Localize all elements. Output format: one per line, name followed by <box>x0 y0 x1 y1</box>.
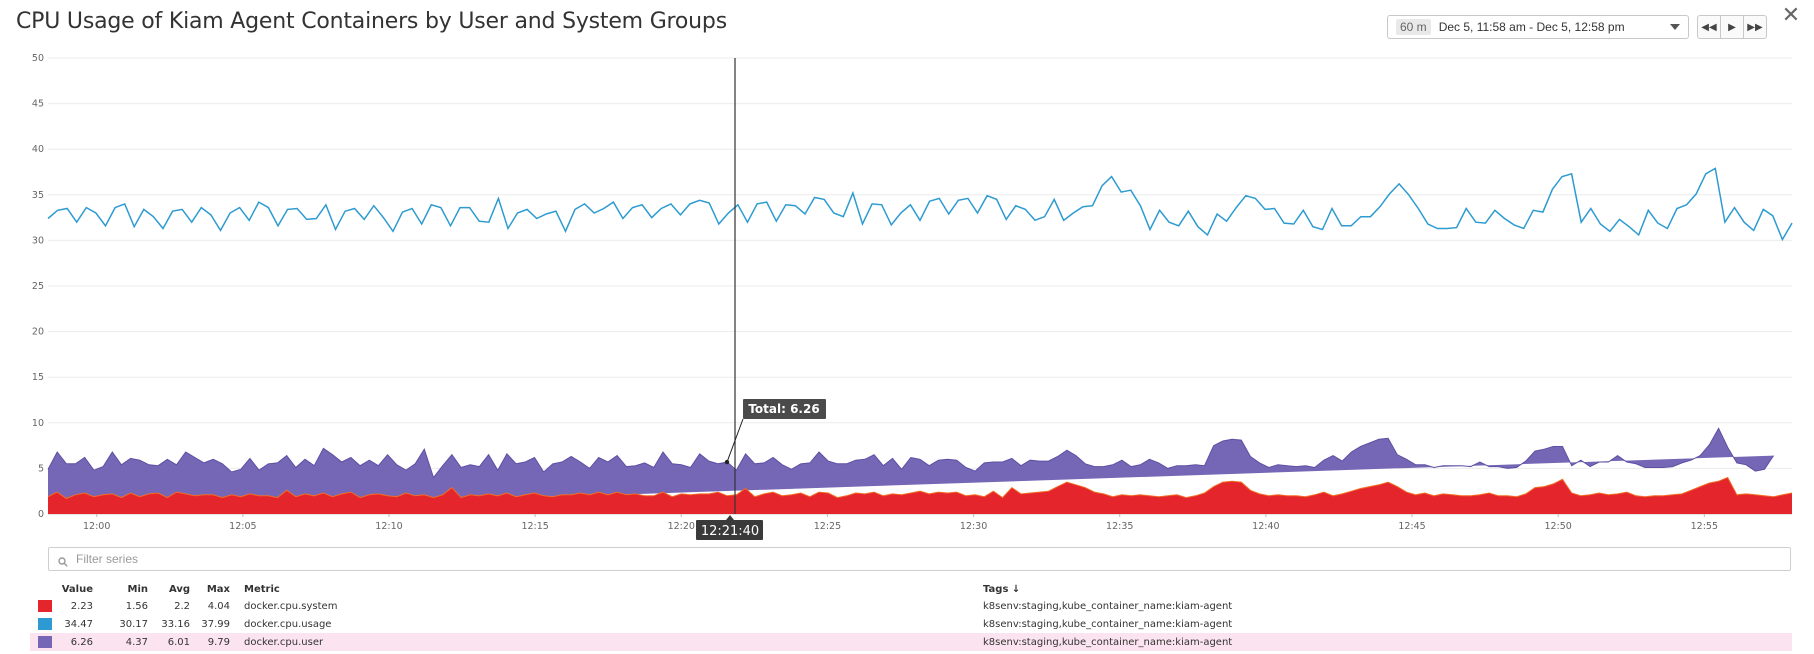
x-tick-label: 12:35 <box>1106 521 1133 532</box>
legend-swatch <box>38 636 52 648</box>
legend-header-tags[interactable]: Tags ↓ <box>983 584 1021 595</box>
legend-header-value[interactable]: Value <box>61 584 93 595</box>
series-line-docker-cpu-usage <box>47 167 1793 242</box>
legend-metric: docker.cpu.usage <box>244 618 332 630</box>
legend-header-row: Value Min Avg Max Metric Tags ↓ <box>30 582 1792 597</box>
legend-header-max[interactable]: Max <box>206 584 230 595</box>
legend-max: 4.04 <box>207 600 230 612</box>
chart-title: CPU Usage of Kiam Agent Containers by Us… <box>16 9 727 34</box>
series-line-docker-cpu-user <box>47 427 1775 479</box>
legend-value: 2.23 <box>70 600 93 612</box>
legend-avg: 6.01 <box>167 636 190 648</box>
x-tick-label: 12:05 <box>229 521 256 532</box>
y-tick-label: 5 <box>38 463 44 474</box>
x-tick-label: 12:45 <box>1398 521 1425 532</box>
y-tick-label: 15 <box>32 372 44 383</box>
legend-avg: 33.16 <box>161 618 190 630</box>
legend-metric: docker.cpu.system <box>244 600 338 612</box>
legend-swatch-cell <box>30 597 56 615</box>
x-tick-label: 12:40 <box>1252 521 1279 532</box>
x-tick-label: 12:50 <box>1544 521 1571 532</box>
fast-forward-icon[interactable]: ▶▶ <box>1743 15 1767 39</box>
x-tick-label: 12:15 <box>521 521 548 532</box>
legend-row[interactable]: 6.26 4.37 6.01 9.79 docker.cpu.user k8senv:st… <box>30 633 1792 651</box>
legend-table: Value Min Avg Max Metric Tags ↓ 2.23 1.56… <box>30 582 1792 651</box>
x-tick-label: 12:10 <box>375 521 402 532</box>
legend-max: 37.99 <box>201 618 230 630</box>
y-tick-label: 50 <box>32 53 44 64</box>
chevron-down-icon[interactable] <box>1670 24 1680 30</box>
y-tick-label: 10 <box>32 418 44 429</box>
rewind-icon[interactable]: ◀◀ <box>1697 15 1721 39</box>
search-icon <box>58 554 68 567</box>
legend-value: 6.26 <box>70 636 93 648</box>
x-tick-label: 12:00 <box>83 521 110 532</box>
series-line-docker-cpu-system <box>47 476 1793 500</box>
legend-avg: 2.2 <box>174 600 190 612</box>
tooltip-box <box>743 399 827 419</box>
cursor-time-badge <box>696 520 764 540</box>
legend-min: 30.17 <box>119 618 148 630</box>
legend-value: 34.47 <box>64 618 93 630</box>
tooltip-leader <box>726 418 744 463</box>
y-tick-label: 25 <box>32 281 44 292</box>
legend-tags: k8senv:staging,kube_container_name:kiam-… <box>983 600 1233 612</box>
play-icon[interactable]: ▶ <box>1720 15 1744 39</box>
tooltip-label: Total: 6.26 <box>748 402 819 416</box>
x-tick-label: 12:30 <box>960 521 987 532</box>
legend-min: 4.37 <box>125 636 148 648</box>
time-range-label: Dec 5, 11:58 am - Dec 5, 12:58 pm <box>1438 20 1625 34</box>
legend-row[interactable]: 34.47 30.17 33.16 37.99 docker.cpu.usage k8se… <box>30 615 1792 633</box>
legend-swatch <box>38 600 52 612</box>
y-tick-label: 45 <box>32 99 44 110</box>
legend-row[interactable]: 2.23 1.56 2.2 4.04 docker.cpu.system k8senv:s… <box>30 597 1792 615</box>
y-tick-label: 40 <box>32 144 44 155</box>
legend-swatch-cell <box>30 633 56 651</box>
x-tick-label: 12:25 <box>814 521 841 532</box>
close-icon[interactable]: ✕ <box>1781 2 1801 27</box>
x-tick-label: 12:20 <box>668 521 695 532</box>
x-tick-label: 12:55 <box>1691 521 1718 532</box>
legend-swatch <box>38 618 52 630</box>
legend-swatch-cell <box>30 615 56 633</box>
time-nav-buttons: ◀◀ ▶ ▶▶ <box>1697 15 1767 39</box>
legend-header-min[interactable]: Min <box>127 584 149 595</box>
legend-tags: k8senv:staging,kube_container_name:kiam-… <box>983 618 1233 630</box>
legend-tags: k8senv:staging,kube_container_name:kiam-… <box>983 636 1233 648</box>
time-span-badge: 60 m <box>1396 19 1431 35</box>
legend-header-metric[interactable]: Metric <box>244 584 280 595</box>
filter-series-box[interactable] <box>48 547 1791 571</box>
legend-header-avg[interactable]: Avg <box>168 584 190 595</box>
timeseries-chart[interactable]: 0 5 10 15 20 25 30 35 40 45 50 12:00 12:05 12:10 12:15… <box>0 0 1814 540</box>
legend-swatch-header <box>30 582 56 597</box>
cursor-time-badge-arrow <box>726 515 735 520</box>
time-range-picker[interactable]: 60 m Dec 5, 11:58 am - Dec 5, 12:58 pm <box>1387 15 1689 39</box>
legend-metric: docker.cpu.user <box>244 636 324 648</box>
series-area-docker-cpu-system <box>48 477 1792 514</box>
y-tick-label: 20 <box>32 327 44 338</box>
series-area-docker-cpu-user <box>48 428 1774 514</box>
y-tick-label: 0 <box>38 509 44 520</box>
cursor-time-label: 12:21:40 <box>701 524 759 539</box>
legend-max: 9.79 <box>207 636 230 648</box>
y-tick-label: 35 <box>32 190 44 201</box>
y-tick-label: 30 <box>32 235 44 246</box>
filter-series-input[interactable] <box>74 551 1645 567</box>
legend-min: 1.56 <box>125 600 148 612</box>
